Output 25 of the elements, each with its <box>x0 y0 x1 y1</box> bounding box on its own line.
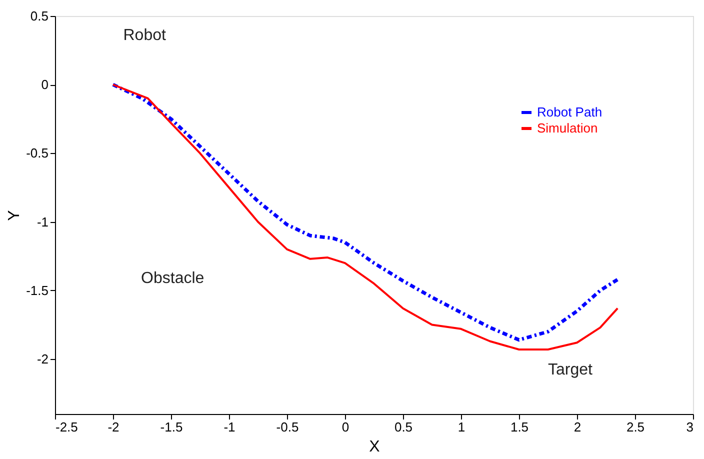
y-tick-label: -2 <box>36 352 48 367</box>
x-tick-label: 1.5 <box>510 420 529 434</box>
x-tick-label: -2 <box>108 420 120 434</box>
x-tick-label: 0 <box>342 420 350 434</box>
y-axis-title: Y <box>6 210 24 221</box>
legend-label: Robot Path <box>537 104 602 120</box>
y-tick-label: -1.5 <box>26 282 48 298</box>
x-tick-label: -2.5 <box>56 420 78 434</box>
y-tick-label: -0.5 <box>26 146 48 161</box>
x-tick-label: 0.5 <box>394 420 413 434</box>
x-tick-label: 2 <box>574 420 582 434</box>
y-tick-label: -1 <box>36 214 48 230</box>
y-tick-label: 0.5 <box>30 8 48 24</box>
annotation: Robot <box>123 27 166 44</box>
x-tick-label: -1 <box>224 420 236 434</box>
x-tick-label: 2.5 <box>626 420 645 434</box>
x-axis-title: X <box>369 438 380 456</box>
x-tick-label: 1 <box>458 420 466 434</box>
x-tick-label: -0.5 <box>276 420 299 434</box>
annotation: Obstacle <box>141 270 204 288</box>
x-tick-label: -1.5 <box>160 420 183 434</box>
x-tick-label: 3 <box>686 420 694 434</box>
y-tick-label: 0 <box>41 77 48 92</box>
legend-label: Simulation <box>537 120 598 136</box>
annotation: Target <box>548 361 593 378</box>
